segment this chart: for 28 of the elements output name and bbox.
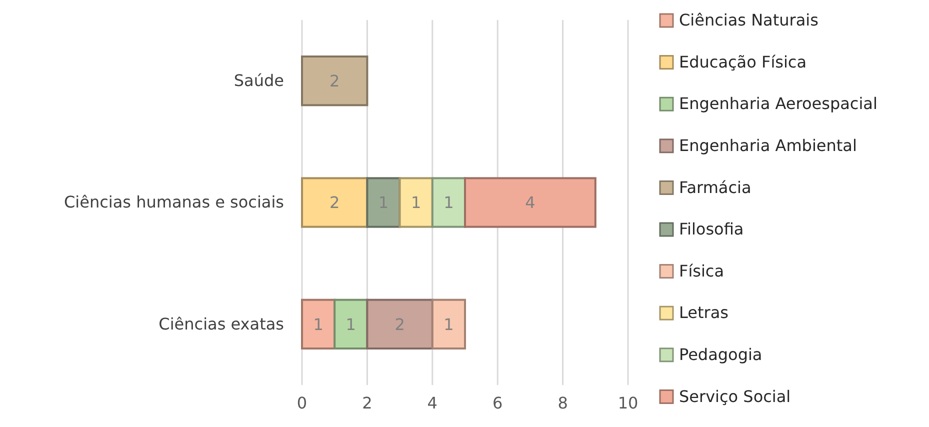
legend-label: Física: [679, 261, 724, 280]
x-tick-label: 8: [558, 393, 568, 412]
x-tick-label: 2: [362, 393, 372, 412]
x-tick-label: 0: [296, 393, 308, 412]
y-tick-label: Ciências humanas e sociais: [64, 192, 284, 212]
data-label: 1: [411, 193, 422, 212]
legend-label: Filosofia: [679, 220, 744, 239]
x-tick-label: 6: [492, 393, 503, 412]
legend-label: Pedagogia: [679, 345, 762, 364]
y-tick-label: Saúde: [234, 70, 284, 90]
legend-label: Farmácia: [679, 178, 752, 197]
legend-label: Serviço Social: [679, 386, 791, 406]
legend-label: Engenharia Ambiental: [679, 136, 857, 155]
legend-label: Ciências Naturais: [679, 10, 818, 30]
data-label: 1: [313, 314, 324, 334]
data-label: 2: [330, 71, 340, 90]
data-label: 4: [525, 193, 536, 212]
x-tick-label: 10: [618, 393, 638, 412]
legend-label: Letras: [679, 303, 728, 322]
data-label: 1: [444, 314, 454, 334]
data-label: 2: [394, 314, 405, 334]
legend-label: Educação Física: [679, 52, 807, 72]
data-label: 1: [444, 193, 454, 212]
x-tick-label: 4: [427, 393, 438, 412]
legend-label: Engenharia Aeroespacial: [679, 94, 878, 114]
data-label: 2: [330, 193, 340, 212]
data-label: 1: [346, 314, 356, 334]
y-tick-label: Ciências exatas: [158, 314, 284, 334]
